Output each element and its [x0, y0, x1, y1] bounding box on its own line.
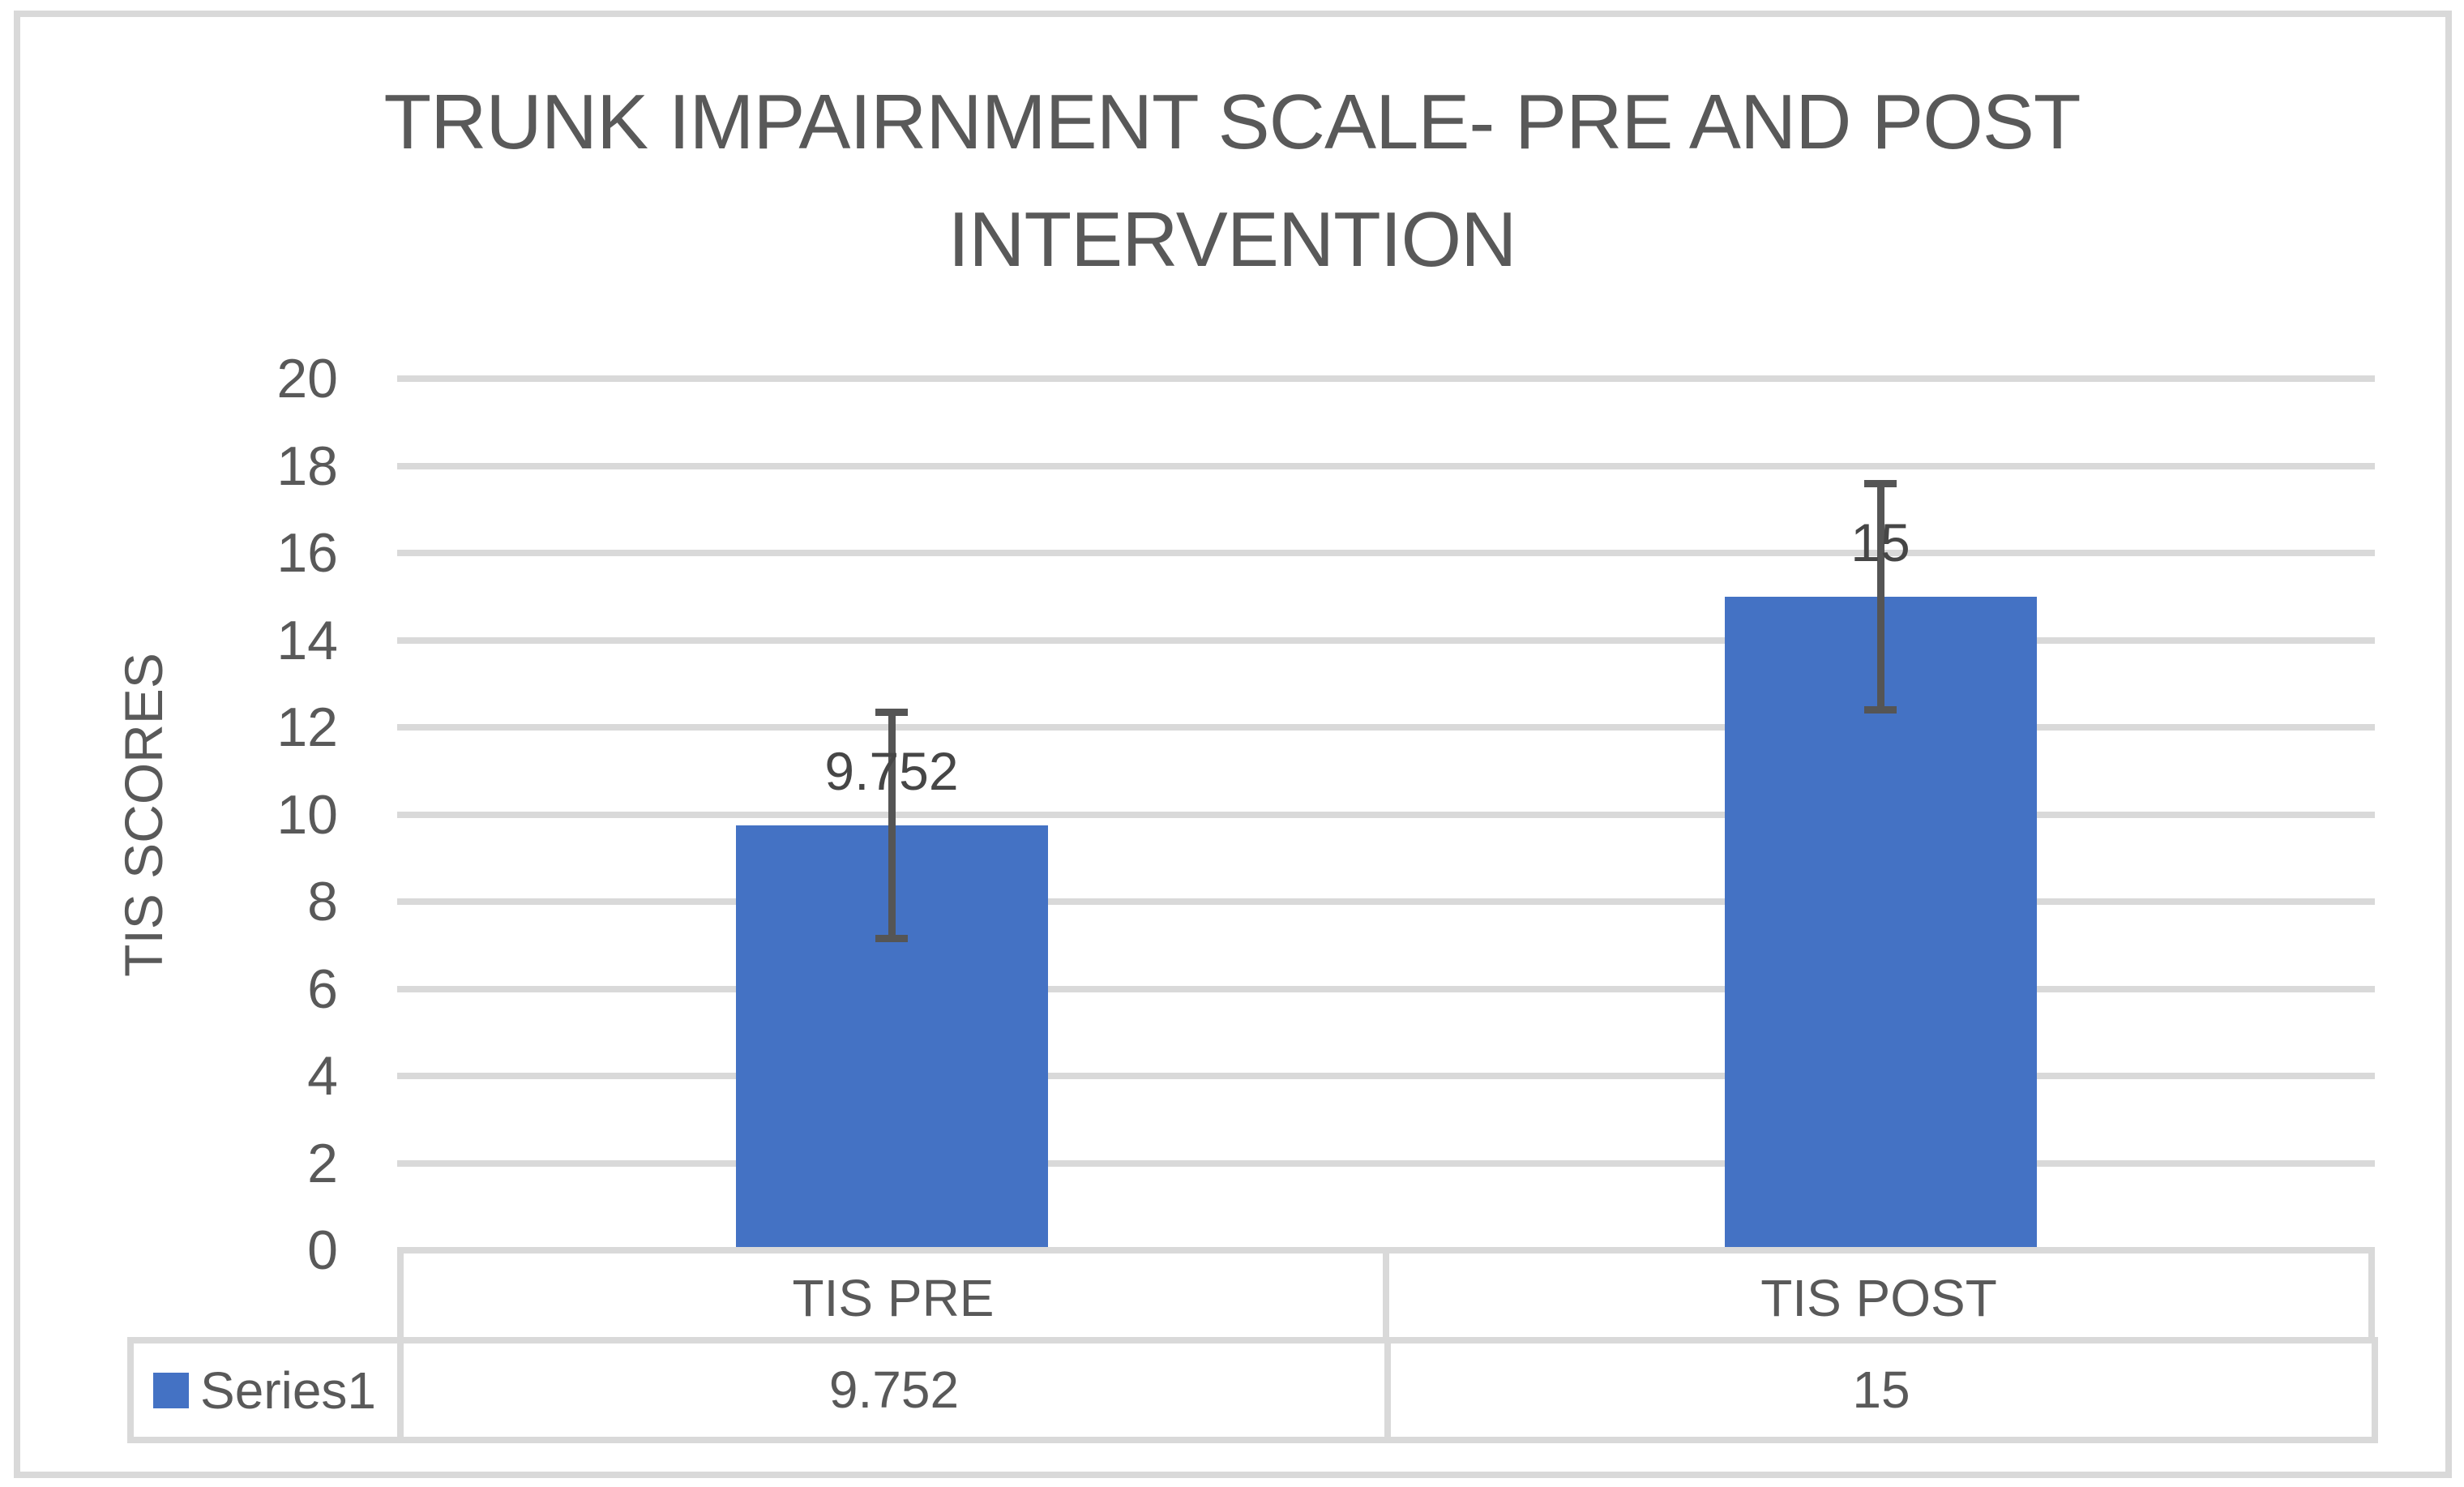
y-tick-label: 0 [307, 1219, 338, 1281]
legend-cell: Series1 [134, 1343, 404, 1437]
category-cell-tis-post: TIS POST [1760, 1269, 1997, 1327]
error-bar-cap-bottom [1864, 706, 1897, 714]
gridline-16 [397, 550, 2375, 556]
data-label-tis-post: 15 [1850, 512, 1910, 572]
data-table-series-row: Series1 9.752 15 [127, 1337, 2378, 1443]
gridline-8 [397, 898, 2375, 905]
gridline-18 [397, 463, 2375, 469]
y-tick-label: 16 [276, 522, 338, 584]
error-bar-cap-top [875, 708, 908, 716]
gridline-20 [397, 375, 2375, 382]
y-tick-label: 8 [307, 871, 338, 932]
gridline-4 [397, 1073, 2375, 1079]
legend-label: Series1 [200, 1361, 376, 1420]
gridline-2 [397, 1160, 2375, 1167]
gridline-10 [397, 812, 2375, 818]
y-tick-label: 14 [276, 610, 338, 671]
y-axis-title: TIS SCORES [113, 653, 173, 977]
gridline-14 [397, 637, 2375, 644]
value-cell-tis-post: 15 [1852, 1361, 1910, 1419]
error-bar-cap-bottom [875, 935, 908, 943]
series1-legend-swatch-icon [153, 1372, 189, 1408]
y-tick-label: 18 [276, 435, 338, 497]
data-table-category-row: TIS PRE TIS POST [397, 1247, 2375, 1343]
gridline-6 [397, 986, 2375, 992]
data-label-tis-pre: 9.752 [824, 740, 959, 801]
y-tick-label: 4 [307, 1045, 338, 1107]
chart-title: TRUNK IMPAIRNMENT SCALE- PRE AND POST IN… [383, 79, 2081, 283]
y-tick-label: 10 [276, 784, 338, 846]
value-cell-tis-pre: 9.752 [404, 1343, 1391, 1437]
error-bar-cap-top [1864, 479, 1897, 487]
error-bar-line [888, 712, 896, 939]
y-tick-label: 12 [276, 696, 338, 758]
error-bar-line [1876, 483, 1884, 710]
y-tick-label: 2 [307, 1133, 338, 1194]
y-tick-label: 6 [307, 958, 338, 1020]
chart-frame [14, 11, 2452, 1478]
gridline-12 [397, 724, 2375, 731]
y-tick-label: 20 [276, 348, 338, 409]
category-cell-tis-pre: TIS PRE [404, 1253, 1389, 1343]
